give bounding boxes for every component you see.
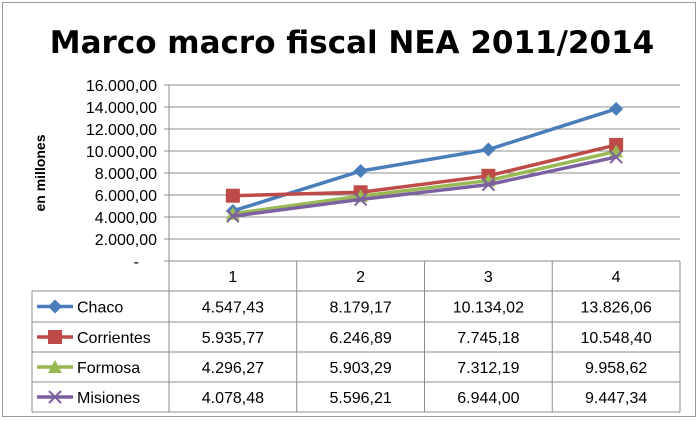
y-tick-label: 8.000,00 — [95, 166, 157, 183]
data-point-chaco — [609, 101, 624, 116]
table-cell-value: 10.548,40 — [581, 330, 652, 347]
chart-frame: Marco macro fiscal NEA 2011/2014 en mill… — [2, 2, 696, 417]
y-tick-label: 14.000,00 — [86, 100, 157, 117]
x-category-label: 4 — [612, 269, 621, 286]
y-tick-label: 16.000,00 — [86, 78, 157, 95]
y-axis-label: en millones — [32, 134, 48, 211]
table-cell-value: 4.078,48 — [202, 390, 264, 407]
legend-label-corrientes: Corrientes — [77, 330, 151, 347]
series-line-corrientes — [232, 143, 617, 198]
table-cell-value: 8.179,17 — [329, 300, 391, 317]
table-cell-value: 5.596,21 — [329, 390, 391, 407]
table-cell-value: 7.745,18 — [457, 330, 519, 347]
line-chart-with-data-table: Marco macro fiscal NEA 2011/2014 en mill… — [31, 25, 681, 413]
x-category-label: 3 — [484, 269, 493, 286]
table-cell-value: 9.958,62 — [585, 360, 647, 377]
legend-label-formosa: Formosa — [77, 360, 140, 377]
y-tick-label: 10.000,00 — [86, 144, 157, 161]
legend-marker-misiones — [48, 390, 62, 404]
table-cell-value: 6.944,00 — [457, 390, 519, 407]
x-category-label: 1 — [228, 269, 237, 286]
x-category-label: 2 — [356, 269, 365, 286]
data-point-chaco — [353, 164, 368, 179]
series-line-misiones — [232, 155, 617, 218]
data-point-misiones — [226, 209, 240, 223]
y-tick-label: 2.000,00 — [95, 232, 157, 249]
chart-title: Marco macro fiscal NEA 2011/2014 — [50, 25, 654, 61]
table-cell-value: 10.134,02 — [453, 300, 524, 317]
legend-marker-corrientes — [48, 330, 62, 344]
legend-label-misiones: Misiones — [77, 390, 140, 407]
table-cell-value: 13.826,06 — [581, 300, 652, 317]
series-line-chaco — [232, 107, 617, 213]
table-cell-value: 5.935,77 — [202, 330, 264, 347]
series-chaco — [225, 101, 624, 218]
data-point-chaco — [481, 142, 496, 157]
data-point-misiones — [353, 192, 368, 207]
y-tick-label: 6.000,00 — [95, 188, 157, 205]
legend-marker-formosa — [48, 360, 62, 373]
y-tick-label: 12.000,00 — [86, 122, 157, 139]
y-axis-ticks: - 2.000,00 4.000,00 6.000,00 8.000,00 10.000,… — [86, 78, 169, 271]
table-cell-value: 7.312,19 — [457, 360, 519, 377]
y-tick-label: 4.000,00 — [95, 210, 157, 227]
data-table: 1 2 3 4 Chaco 4.547,43 8.179,17 10.134,02 13.826… — [31, 260, 681, 413]
legend-label-chaco: Chaco — [77, 300, 123, 317]
data-point-misiones — [609, 150, 623, 164]
table-cell-value: 4.296,27 — [202, 360, 264, 377]
y-tick-label: - — [134, 254, 139, 271]
table-cell-value: 9.447,34 — [585, 390, 647, 407]
data-point-misiones — [481, 177, 496, 192]
table-cell-value: 6.246,89 — [329, 330, 391, 347]
plot-area — [225, 101, 624, 223]
table-cell-value: 5.903,29 — [329, 360, 391, 377]
legend-marker-chaco — [48, 299, 62, 314]
series-line-formosa — [232, 149, 617, 216]
table-cell-value: 4.547,43 — [202, 300, 264, 317]
data-point-corrientes — [225, 188, 240, 203]
series-misiones — [226, 150, 623, 223]
